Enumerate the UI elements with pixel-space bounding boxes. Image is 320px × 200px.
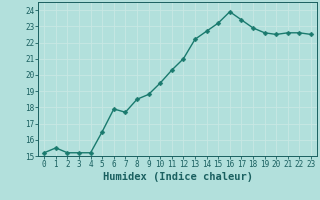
X-axis label: Humidex (Indice chaleur): Humidex (Indice chaleur) — [103, 172, 252, 182]
